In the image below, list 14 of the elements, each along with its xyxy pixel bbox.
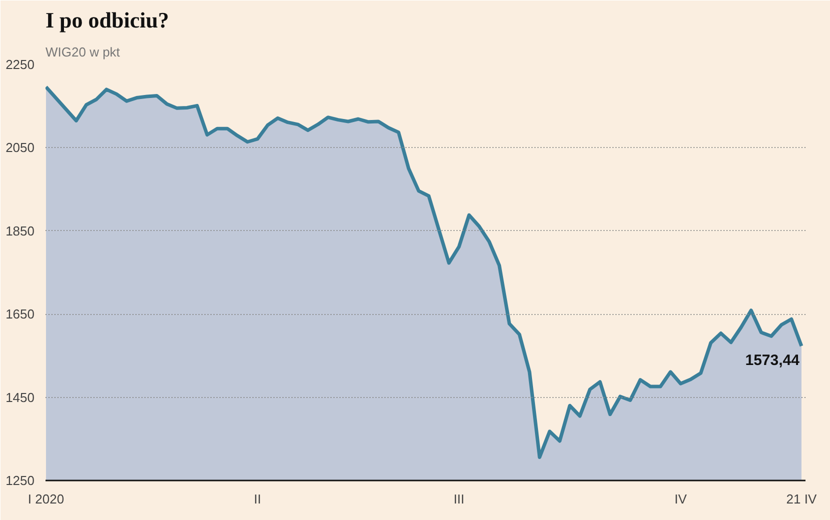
y-tick-label: 2250: [6, 57, 34, 72]
x-tick-label: II: [254, 492, 262, 506]
y-tick-label: 1450: [6, 390, 34, 405]
x-tick-label: I 2020: [28, 492, 64, 506]
x-tick-label: III: [454, 492, 464, 506]
y-tick-label: 2050: [6, 140, 34, 156]
chart-subtitle: WIG20 w pkt: [46, 44, 120, 60]
y-tick-label: 1850: [6, 223, 34, 238]
y-tick-label: 1650: [6, 306, 34, 322]
x-tick-label: 21 IV: [786, 492, 817, 506]
y-tick-label: 1250: [6, 473, 34, 488]
annotation: 1573,44: [745, 352, 800, 369]
chart-title: I po odbiciu?: [46, 8, 169, 32]
x-tick-label: IV: [674, 492, 688, 506]
